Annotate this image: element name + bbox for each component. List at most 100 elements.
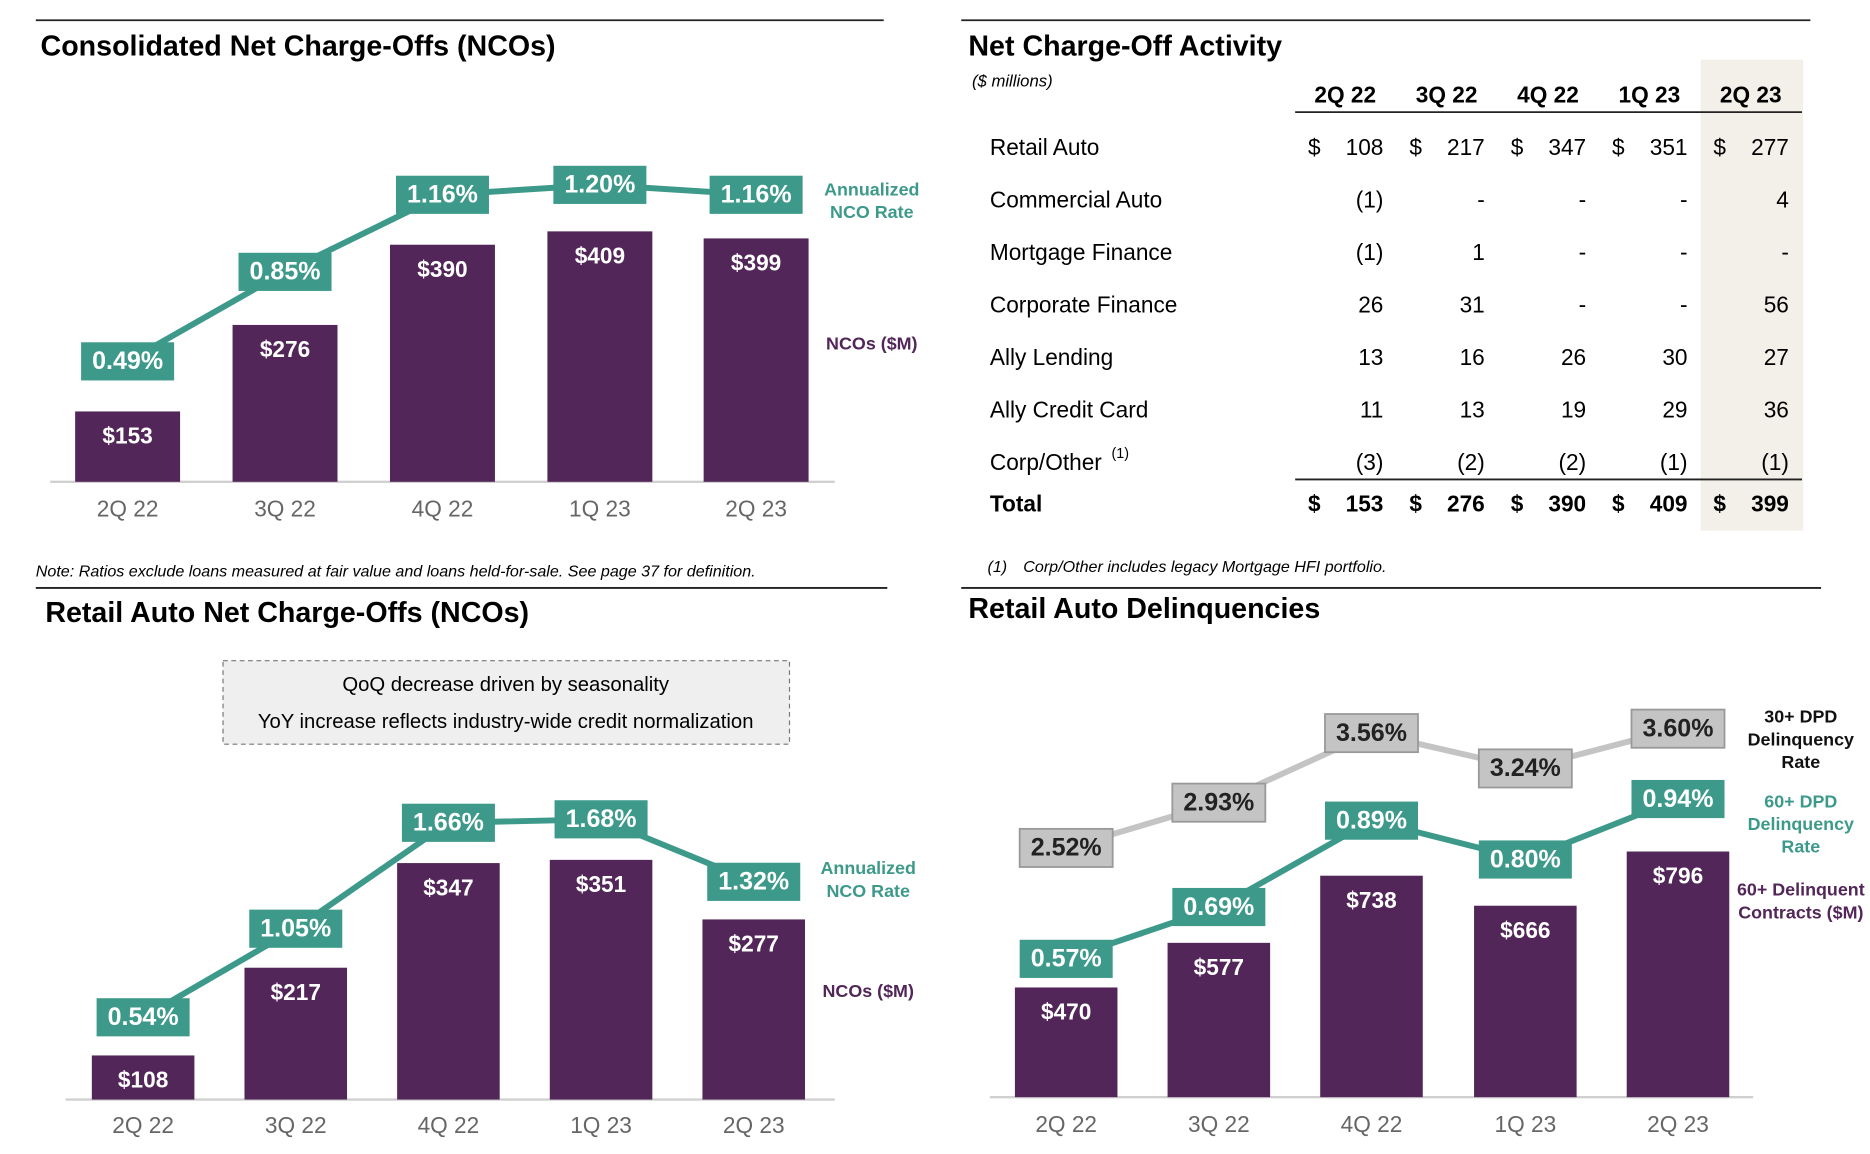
currency: $ [1612, 134, 1625, 160]
cell: 26 [1358, 291, 1383, 317]
bar-label: $409 [575, 243, 625, 269]
rate-label-box [401, 803, 495, 842]
cell: 351 [1650, 134, 1688, 160]
currency: $ [1713, 491, 1726, 517]
rate-label: 2.93% [1183, 788, 1254, 816]
bar [1474, 905, 1577, 1098]
rate-label: 0.49% [92, 347, 163, 375]
cell: - [1579, 291, 1587, 317]
x-tick-label: 1Q 23 [1494, 1111, 1556, 1137]
x-tick-label: 4Q 22 [418, 1112, 480, 1138]
legend-item: Annualized NCO Rate [820, 858, 916, 902]
rate-label: 1.05% [260, 915, 331, 943]
x-tick-label: 2Q 22 [1035, 1111, 1097, 1137]
rate-label: 0.85% [250, 258, 321, 286]
rate-label-box [1018, 827, 1114, 868]
rate-label: 0.54% [108, 1003, 179, 1031]
bar-label: $153 [102, 423, 152, 449]
chart-title: Consolidated Net Charge-Offs (NCOs) [41, 30, 556, 62]
rate-label-box [709, 175, 803, 214]
cell: (1) [1356, 187, 1384, 213]
table-title: Net Charge-Off Activity [968, 30, 1282, 62]
x-tick-label: 3Q 22 [254, 495, 316, 521]
bar [244, 967, 348, 1100]
rate-label: 2.52% [1031, 834, 1102, 862]
cell: 13 [1460, 396, 1485, 422]
bar [1167, 942, 1271, 1098]
bar [232, 324, 338, 482]
bar-label: $470 [1041, 999, 1091, 1025]
legend-label: NCOs ($M) [826, 333, 918, 355]
bar [397, 863, 500, 1100]
cell: 30 [1662, 344, 1687, 370]
callout-text: YoY increase reflects industry-wide cred… [258, 711, 754, 733]
cell: (1) [1356, 239, 1384, 265]
cell: 108 [1346, 134, 1384, 160]
row-label: Mortgage Finance [990, 239, 1173, 265]
currency: $ [1308, 491, 1321, 517]
cell: (1) [1761, 449, 1789, 475]
cell: 153 [1346, 491, 1384, 517]
rate-label: 1.68% [566, 805, 637, 833]
rate-label-box [249, 909, 343, 948]
cell: - [1680, 291, 1688, 317]
chart-title: Retail Auto Net Charge-Offs (NCOs) [45, 597, 529, 629]
callout-text: QoQ decrease driven by seasonality [342, 674, 670, 696]
legend-label: Annualized NCO Rate [824, 180, 920, 224]
bar-label: $108 [118, 1067, 168, 1093]
footnote-marker: (1) [987, 558, 1007, 576]
bar [547, 231, 653, 482]
cell: 409 [1650, 491, 1688, 517]
cell: - [1781, 239, 1789, 265]
legend-item: NCOs ($M) [826, 333, 918, 355]
cell: 11 [1360, 396, 1384, 422]
bar-label: $390 [417, 256, 467, 282]
x-tick-label: 2Q 22 [97, 495, 159, 521]
cell: 26 [1561, 344, 1586, 370]
rate-label-box [1630, 708, 1726, 749]
legend-item: 30+ DPD Delinquency Rate [1747, 707, 1855, 773]
rate-label: 0.69% [1183, 893, 1254, 921]
currency: $ [1409, 134, 1422, 160]
rate-label-box [1324, 801, 1419, 840]
rate-label-box [1478, 840, 1572, 879]
bar [1014, 987, 1118, 1098]
legend-label: Annualized NCO Rate [820, 858, 916, 902]
footnote-ref: (1) [1112, 446, 1129, 462]
x-tick-label: 1Q 23 [569, 495, 631, 521]
rate-label-box [81, 342, 175, 381]
rate-label-box [395, 175, 489, 214]
cell: (1) [1660, 449, 1688, 475]
legend-item: 60+ Delinquent Contracts ($M) [1737, 880, 1865, 923]
rate-label: 0.94% [1642, 785, 1713, 813]
cell: - [1680, 239, 1688, 265]
legend-label: 30+ DPD Delinquency Rate [1747, 707, 1855, 773]
bar [1320, 875, 1423, 1098]
column-header: 4Q 22 [1517, 82, 1579, 108]
callout-box [222, 660, 791, 745]
cell: - [1579, 187, 1587, 213]
rate-label: 3.24% [1490, 754, 1561, 782]
legend-item: NCOs ($M) [822, 981, 914, 1002]
rate-label: 3.56% [1336, 719, 1407, 747]
column-header: 1Q 23 [1619, 82, 1681, 108]
bar-label: $666 [1500, 917, 1550, 943]
cell: 4 [1776, 187, 1789, 213]
cell: (2) [1558, 449, 1586, 475]
rate-label-box [1477, 748, 1573, 789]
currency: $ [1308, 134, 1321, 160]
rate-label-box [1324, 713, 1419, 754]
currency: $ [1409, 491, 1422, 517]
bar-label: $738 [1346, 887, 1396, 913]
rate-label: 0.89% [1336, 806, 1407, 834]
bar [702, 919, 806, 1100]
row-label: Ally Lending [990, 344, 1113, 370]
cell: 16 [1460, 344, 1485, 370]
row-label: Retail Auto [990, 134, 1099, 160]
legend-label: NCOs ($M) [822, 981, 914, 1002]
rate-label: 1.66% [413, 809, 484, 837]
bar-label: $217 [271, 979, 321, 1005]
column-header: 2Q 22 [1314, 82, 1376, 108]
currency: $ [1713, 134, 1726, 160]
